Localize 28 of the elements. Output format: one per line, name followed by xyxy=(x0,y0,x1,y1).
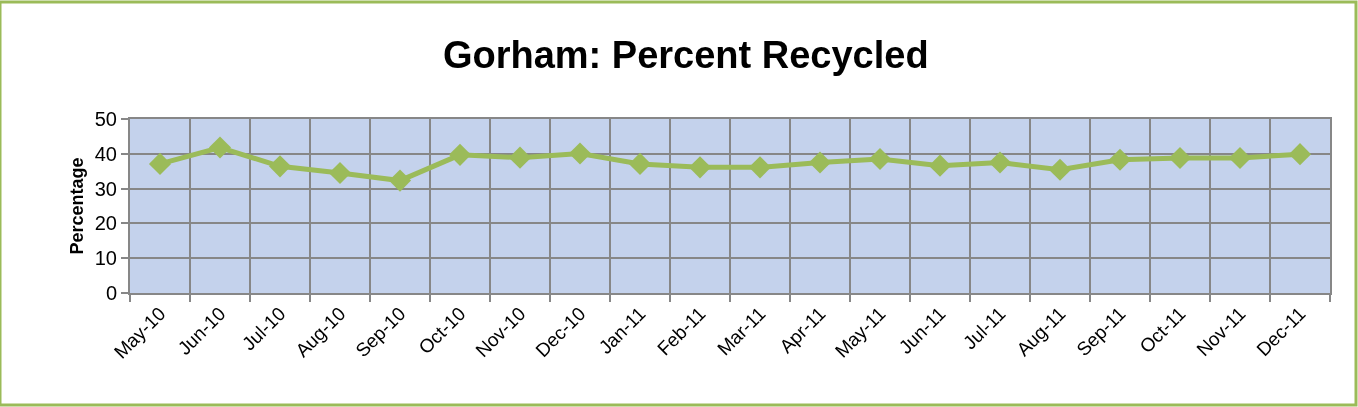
point xyxy=(208,136,232,159)
point xyxy=(448,143,472,166)
y-tick-label: 50 xyxy=(94,108,117,130)
point xyxy=(148,152,172,175)
y-tick-label: 0 xyxy=(105,282,117,304)
point xyxy=(1228,146,1252,170)
point xyxy=(628,152,652,175)
point xyxy=(988,151,1012,174)
point xyxy=(508,146,532,169)
y-tick-label: 40 xyxy=(94,142,117,165)
point xyxy=(388,169,412,192)
y-tick-label: 30 xyxy=(94,177,117,200)
point xyxy=(808,151,832,174)
point xyxy=(928,154,952,177)
point xyxy=(1048,158,1072,181)
point xyxy=(748,156,772,179)
point xyxy=(1168,146,1192,170)
y-tick-label: 20 xyxy=(94,212,117,235)
point xyxy=(268,155,292,178)
point xyxy=(1288,143,1312,166)
point xyxy=(868,147,892,171)
y-tick-label: 10 xyxy=(94,247,117,270)
point xyxy=(328,161,352,184)
point xyxy=(1108,148,1132,171)
point xyxy=(568,142,592,165)
point xyxy=(688,156,712,179)
y-axis-title: Percentage xyxy=(67,157,88,255)
chart-title: Gorham: Percent Recycled xyxy=(442,34,929,77)
